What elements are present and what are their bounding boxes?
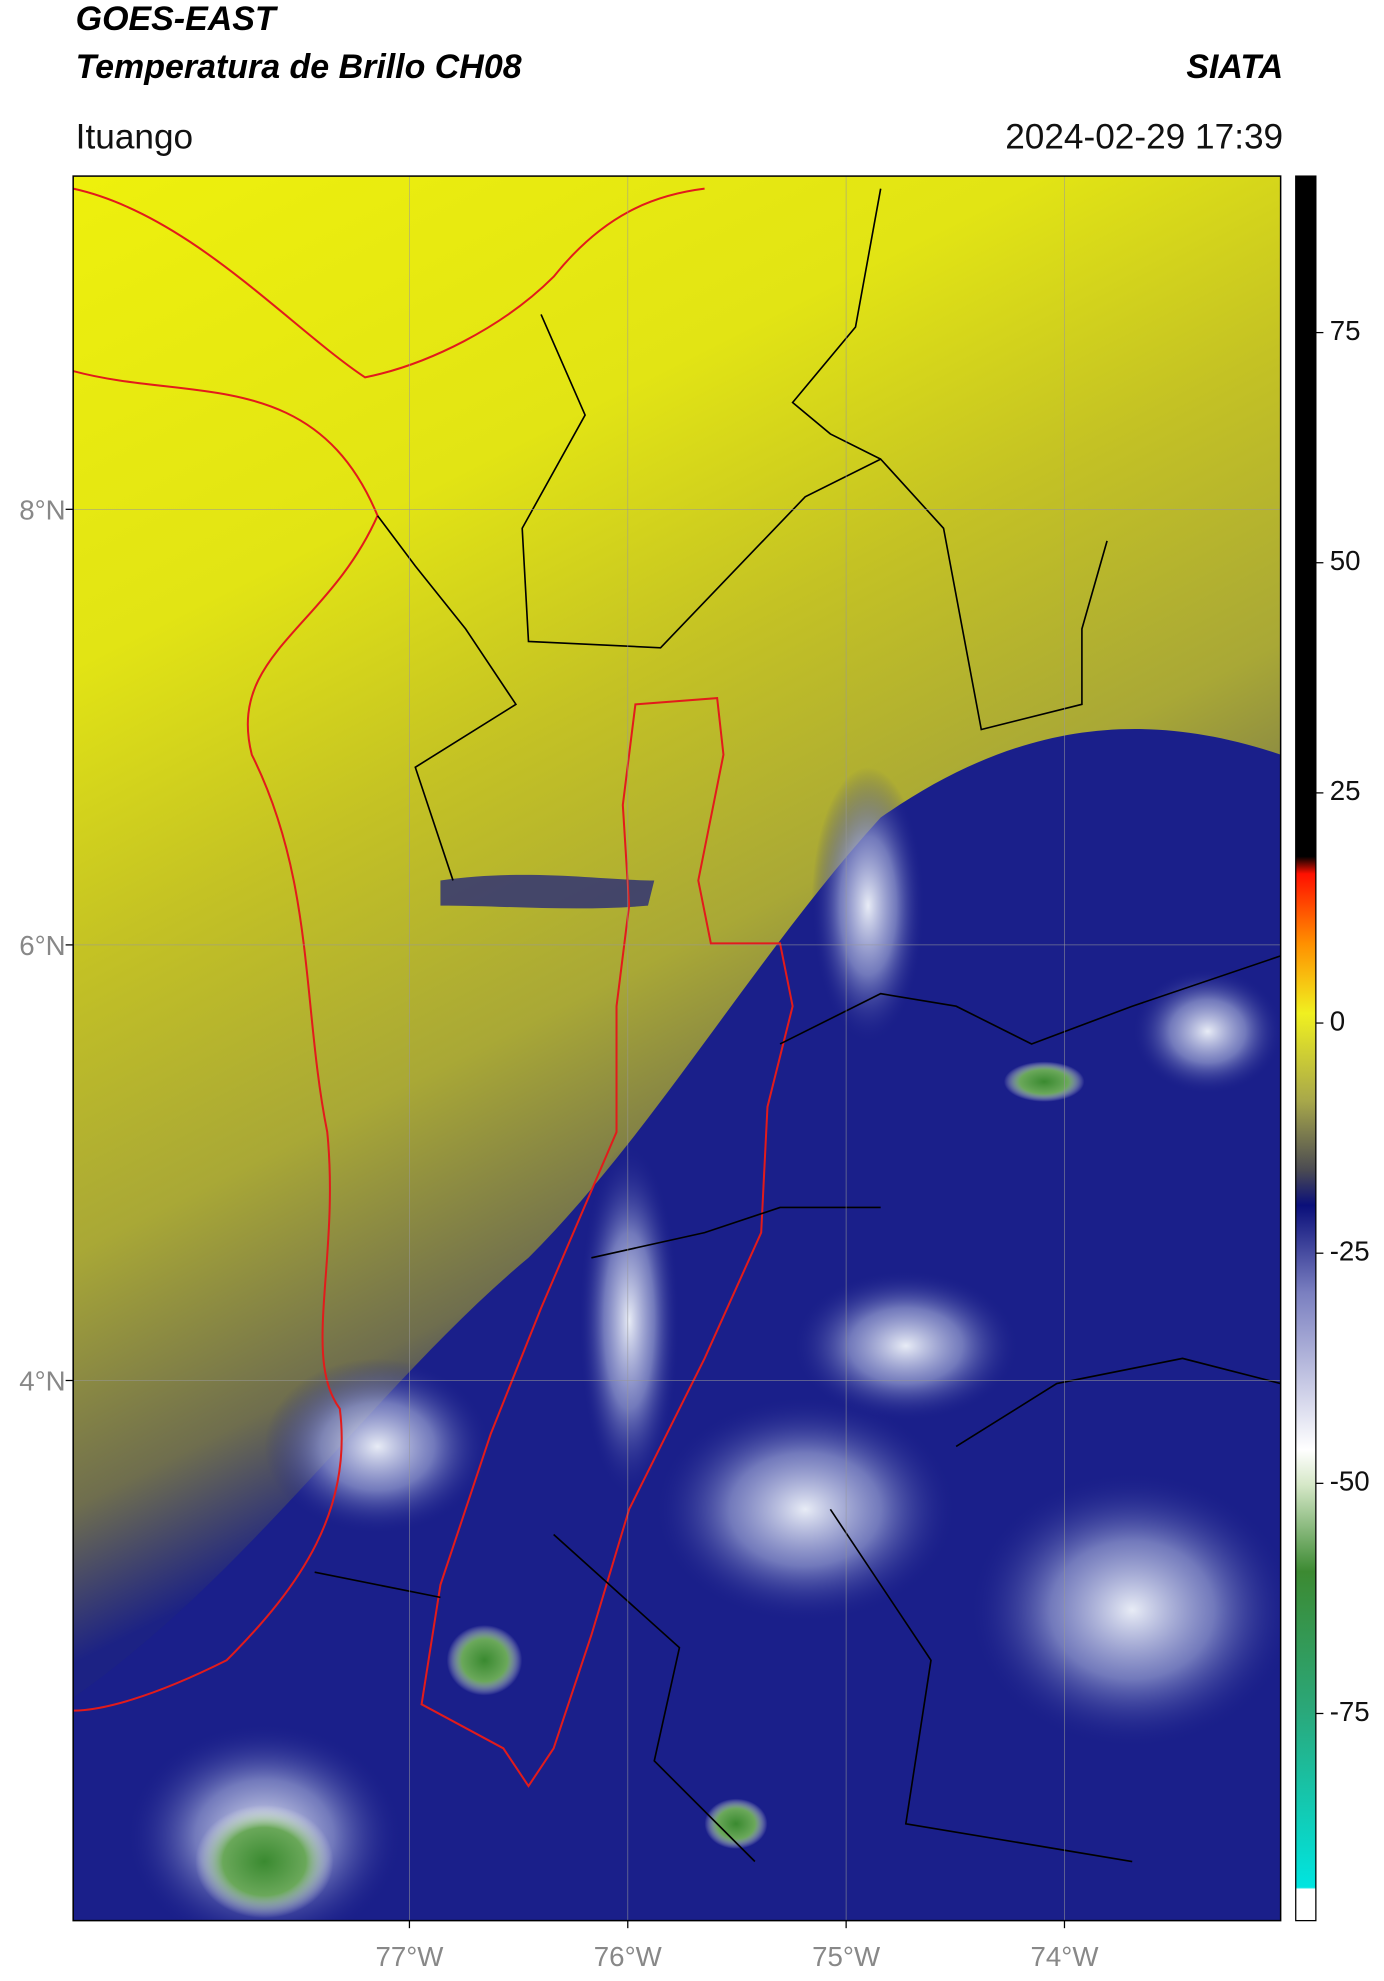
colorbar-tick-label: 25 (1330, 775, 1361, 806)
title: GOES-EAST (76, 0, 279, 38)
location: Ituango (76, 117, 193, 156)
colorbar (1295, 175, 1317, 1922)
colorbar-tick-label: -75 (1330, 1696, 1370, 1727)
y-tick-label: 4°N (19, 1366, 65, 1397)
source: SIATA (1186, 48, 1283, 86)
colorbar-tick-label: -50 (1330, 1466, 1370, 1497)
x-tick-label: 77°W (375, 1941, 444, 1972)
satellite-image (73, 176, 1281, 1921)
grid (73, 176, 1281, 1921)
subtitle: Temperatura de Brillo CH08 (76, 48, 522, 86)
y-tick-label: 6°N (19, 930, 65, 961)
datetime: 2024-02-29 17:39 (1005, 117, 1283, 156)
x-tick-label: 75°W (812, 1941, 881, 1972)
colorbar-tick-label: -25 (1330, 1236, 1370, 1267)
y-tick-label: 8°N (19, 494, 65, 525)
x-tick-label: 76°W (594, 1941, 663, 1972)
colorbar-tick-label: 50 (1330, 545, 1361, 576)
x-tick-label: 74°W (1031, 1941, 1100, 1972)
map-frame (72, 175, 1282, 1922)
colorbar-tick-label: 75 (1330, 315, 1361, 346)
colorbar-tick-label: 0 (1330, 1005, 1345, 1036)
